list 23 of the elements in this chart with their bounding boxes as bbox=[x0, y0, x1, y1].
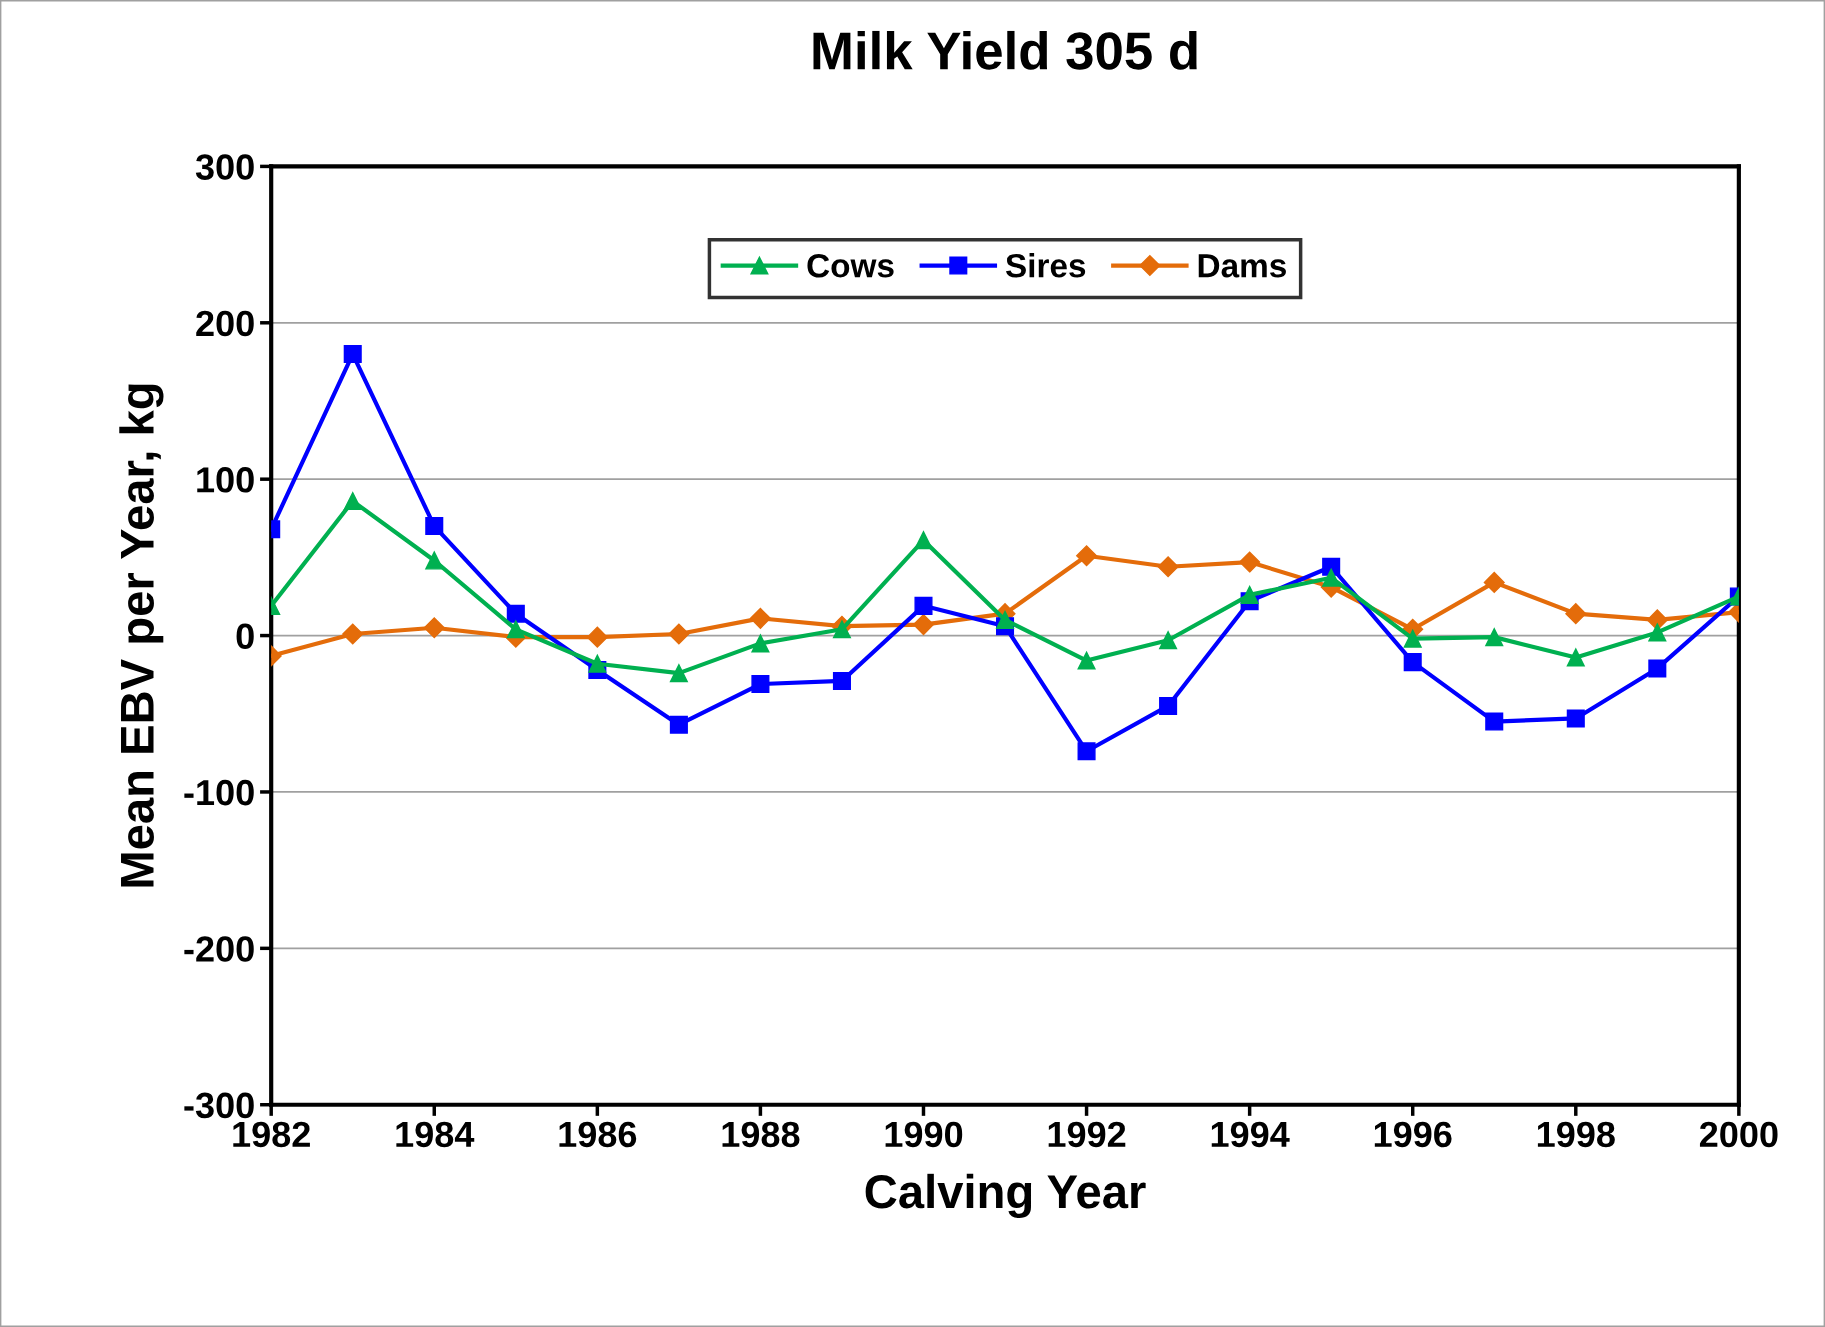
x-tick-label: 1984 bbox=[396, 1121, 475, 1148]
y-axis-title: Mean EBV per Year, kg bbox=[119, 384, 164, 887]
x-tick-label: 1992 bbox=[1048, 1121, 1126, 1148]
x-tick-label: 1990 bbox=[885, 1121, 963, 1148]
legend-label: Cows bbox=[807, 253, 894, 278]
x-tick-label: 1988 bbox=[722, 1121, 800, 1148]
y-tick-label: 100 bbox=[197, 467, 254, 493]
y-tick-label: 200 bbox=[196, 310, 254, 337]
legend-label: Sires bbox=[1005, 253, 1086, 278]
y-tick-label: -200 bbox=[184, 936, 254, 962]
y-tick-label: 0 bbox=[236, 623, 254, 650]
x-tick-label: 1998 bbox=[1537, 1121, 1615, 1148]
x-tick-label: 1986 bbox=[559, 1121, 637, 1148]
y-tick-label: -100 bbox=[184, 779, 254, 806]
x-tick-label: 1982 bbox=[233, 1121, 310, 1148]
legend-label: Dams bbox=[1198, 254, 1286, 278]
x-tick-label: 1994 bbox=[1211, 1121, 1290, 1148]
x-tick-label: 1996 bbox=[1374, 1121, 1452, 1148]
x-axis-title: Calving Year bbox=[865, 1173, 1146, 1219]
y-tick-label: 300 bbox=[195, 154, 254, 180]
chart-title: Milk Yield 305 d bbox=[813, 30, 1197, 70]
y-tick-label: -300 bbox=[184, 1092, 254, 1119]
x-tick-label: 2000 bbox=[1699, 1121, 1778, 1148]
